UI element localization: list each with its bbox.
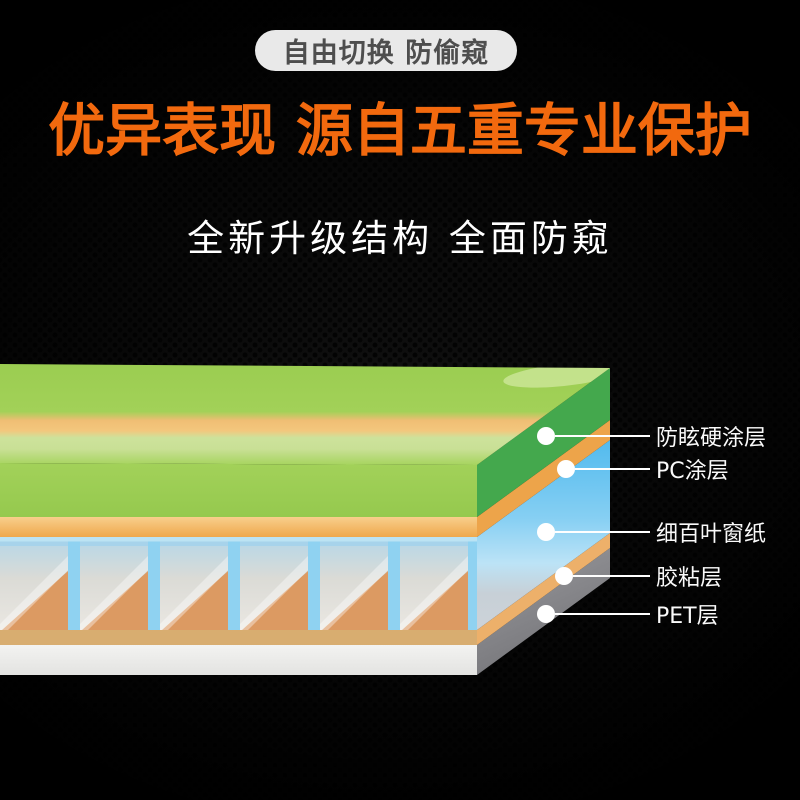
badge-pill: 自由切换 防偷窥 — [255, 30, 517, 71]
callout-dot — [557, 460, 575, 478]
callout-line — [555, 531, 650, 533]
callout-dot — [537, 523, 555, 541]
adhesive-side-face — [477, 533, 610, 645]
callout-dot — [555, 567, 573, 585]
callout-louver: 细百叶窗纸 — [537, 520, 766, 547]
antiglare-front-face — [0, 463, 477, 517]
pet-front-face — [0, 645, 477, 675]
callout-line — [575, 468, 650, 470]
pc-front-face — [0, 517, 477, 537]
subtitle: 全新升级结构 全面防窥 — [187, 217, 613, 260]
callout-dot — [537, 427, 555, 445]
callout-pet: PET层 — [537, 602, 719, 629]
callout-dot — [537, 605, 555, 623]
callout-antiglare: 防眩硬涂层 — [537, 424, 766, 451]
layer-label: PET层 — [656, 604, 719, 629]
layer-label: 细百叶窗纸 — [656, 522, 767, 547]
pc-side-face — [477, 420, 610, 537]
louver-top-edge — [0, 537, 477, 542]
louver-front-face — [0, 537, 477, 630]
layer-adhesive — [0, 533, 610, 645]
layer-label: 防眩硬涂层 — [656, 426, 767, 451]
callout-line — [555, 613, 650, 615]
layer-label: PC涂层 — [656, 459, 729, 484]
adhesive-front-face — [0, 630, 477, 645]
layer-label: 胶粘层 — [656, 566, 723, 591]
page-title: 优异表现 源自五重专业保护 — [48, 98, 752, 164]
layer-pc — [0, 420, 610, 537]
callout-pc: PC涂层 — [557, 457, 729, 484]
callout-line — [555, 435, 650, 437]
callout-line — [573, 575, 650, 577]
callout-adhesive: 胶粘层 — [555, 564, 722, 591]
antiglare-top-face — [0, 364, 610, 465]
